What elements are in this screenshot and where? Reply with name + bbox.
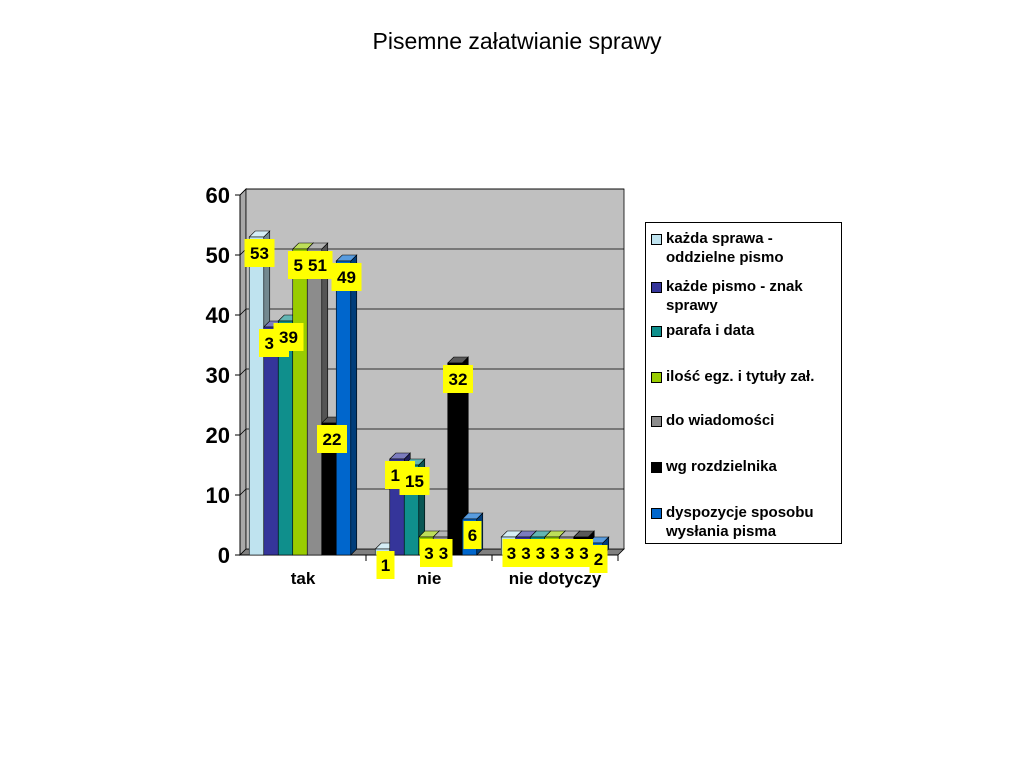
legend-label: każda sprawa - oddzielne pismo: [666, 230, 784, 266]
data-label-box: [273, 323, 304, 351]
data-label: 3: [424, 544, 433, 563]
data-label-box: [434, 539, 453, 567]
legend-item: parafa i data: [651, 321, 839, 340]
data-label: 49: [337, 268, 356, 287]
legend-label: ilość egz. i tytuły zał.: [666, 368, 815, 385]
legend-label: do wiadomości: [666, 412, 775, 429]
y-tick-label: 30: [206, 363, 230, 388]
data-label: 3: [536, 544, 545, 563]
legend-swatch: [651, 282, 662, 293]
data-label-box: [302, 251, 333, 279]
y-tick-label: 40: [206, 303, 230, 328]
legend-swatch: [651, 462, 662, 473]
data-label: 3: [550, 544, 559, 563]
y-tick-label: 10: [206, 483, 230, 508]
bar: [447, 362, 463, 556]
bar: [248, 236, 265, 556]
data-label-box: [531, 539, 550, 567]
data-label-box: [560, 539, 579, 567]
data-label: 3: [579, 544, 588, 563]
data-label: 3: [507, 544, 516, 563]
gridline-wall: [239, 428, 247, 436]
legend-label: każde pismo - znak sprawy: [666, 278, 803, 314]
legend-swatch: [651, 508, 662, 519]
legend-label: parafa i data: [666, 322, 755, 339]
data-label: 51: [308, 256, 327, 275]
legend-label: dyspozycje sposobu wysłania pisma: [666, 504, 814, 540]
data-label-box: [443, 365, 473, 393]
legend-item: ilość egz. i tytuły zał.: [651, 367, 839, 386]
legend-swatch: [651, 372, 662, 383]
data-label: 15: [405, 472, 424, 491]
y-tick-label: 60: [206, 183, 230, 208]
data-label: 32: [449, 370, 468, 389]
legend-item: każde pismo - znak sprawy: [651, 277, 839, 315]
data-label-box: [420, 539, 438, 567]
gridline-wall: [239, 308, 247, 316]
bar-side: [350, 254, 358, 556]
bar: [306, 248, 323, 556]
data-label-box: [331, 263, 362, 291]
gridline-wall: [239, 188, 247, 196]
data-label-box: [399, 467, 430, 495]
data-label: 3: [439, 544, 448, 563]
legend-item: dyspozycje sposobu wysłania pisma: [651, 503, 839, 541]
legend-swatch: [651, 416, 662, 427]
bar: [263, 326, 279, 556]
gridline-wall: [239, 368, 247, 376]
data-label: 3: [521, 544, 530, 563]
x-category-label: tak: [291, 569, 316, 588]
data-label-box: [244, 239, 275, 267]
bar: [335, 260, 352, 556]
data-label: 2: [594, 550, 603, 569]
y-tick-label: 20: [206, 423, 230, 448]
data-label: 3: [565, 544, 574, 563]
data-label: 1: [381, 556, 390, 575]
x-category-label: nie dotyczy: [509, 569, 602, 588]
data-label-box: [463, 521, 482, 549]
y-tick-label: 50: [206, 243, 230, 268]
data-label-box: [517, 539, 535, 567]
x-category-label: nie: [417, 569, 442, 588]
legend-swatch: [651, 326, 662, 337]
data-label: 39: [279, 328, 298, 347]
data-label-box: [575, 539, 593, 567]
legend-label: wg rozdzielnika: [666, 458, 777, 475]
chart-legend: każda sprawa - oddzielne pismo każde pism…: [645, 222, 842, 544]
y-tick-label: 0: [218, 543, 230, 568]
data-label-box: [546, 539, 564, 567]
data-label-box: [317, 425, 347, 453]
legend-item: każda sprawa - oddzielne pismo: [651, 229, 839, 267]
data-label-box: [502, 539, 521, 567]
chart-title: Pisemne załatwianie sprawy: [372, 28, 662, 54]
legend-swatch: [651, 234, 662, 245]
legend-item: wg rozdzielnika: [651, 457, 839, 476]
bar: [292, 248, 308, 556]
data-label-box: [376, 551, 395, 579]
data-label-box: [589, 545, 608, 573]
data-label: 22: [323, 430, 342, 449]
data-label: 53: [250, 244, 269, 263]
legend-item: do wiadomości: [651, 411, 839, 430]
data-label: 6: [468, 526, 477, 545]
gridline-wall: [239, 488, 247, 496]
